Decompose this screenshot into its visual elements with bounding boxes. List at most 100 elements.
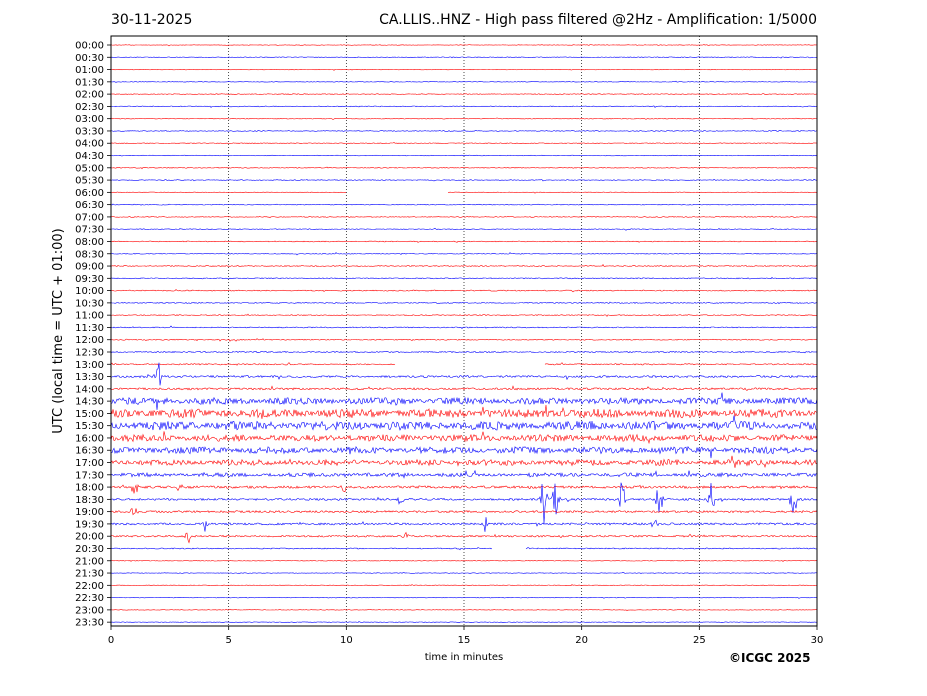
y-tick-label: 15:00 <box>75 409 104 420</box>
y-axis-label: UTC (local time = UTC + 01:00) <box>51 228 66 433</box>
trace-13-00 <box>110 362 818 366</box>
y-tick-label: 07:00 <box>75 212 104 223</box>
trace-00-30 <box>110 56 818 59</box>
trace-14-00 <box>110 385 818 391</box>
y-tick-label: 17:30 <box>75 470 104 481</box>
trace-07-30 <box>110 227 817 231</box>
x-tick-label: 30 <box>811 635 824 646</box>
trace-group <box>110 44 818 624</box>
y-tick-label: 01:30 <box>75 77 104 88</box>
y-tick-label: 11:30 <box>75 323 104 334</box>
trace-09-00 <box>110 264 818 267</box>
trace-10-30 <box>110 301 818 305</box>
y-tick-label: 05:00 <box>75 163 104 174</box>
trace-19-00 <box>110 507 818 516</box>
y-tick-label: 12:30 <box>75 348 104 359</box>
trace-06-30 <box>110 203 818 206</box>
y-tick-label: 21:00 <box>75 556 104 567</box>
x-tick-label: 25 <box>693 635 706 646</box>
x-tick-label: 20 <box>575 635 588 646</box>
y-tick-label: 18:00 <box>75 483 104 494</box>
trace-16-30 <box>110 446 818 459</box>
trace-13-30 <box>110 362 818 386</box>
trace-12-30 <box>110 350 818 354</box>
y-tick-label: 06:00 <box>75 188 104 199</box>
trace-03-00 <box>110 117 817 120</box>
y-tick-label: 01:00 <box>75 65 104 76</box>
trace-18-00 <box>110 484 818 494</box>
y-tick-label: 04:00 <box>75 139 104 150</box>
trace-20-00 <box>110 531 818 544</box>
y-tick-label: 16:30 <box>75 446 104 457</box>
y-tick-label: 03:00 <box>75 114 104 125</box>
y-tick-label: 14:00 <box>75 384 104 395</box>
trace-15-30 <box>110 415 818 431</box>
trace-02-30 <box>110 105 818 108</box>
y-tick-label: 21:30 <box>75 569 104 580</box>
y-tick-label: 19:30 <box>75 519 104 530</box>
trace-23-00 <box>110 608 818 612</box>
y-tick-label: 19:00 <box>75 507 104 518</box>
y-tick-label: 07:30 <box>75 225 104 236</box>
y-tick-label: 09:30 <box>75 274 104 285</box>
y-tick-label: 12:00 <box>75 335 104 346</box>
y-tick-label: 20:00 <box>75 532 104 543</box>
trace-15-00 <box>110 404 818 419</box>
y-tick-label: 17:00 <box>75 458 104 469</box>
trace-10-00 <box>110 289 818 293</box>
trace-04-30 <box>110 154 818 157</box>
y-tick-label: 06:30 <box>75 200 104 211</box>
y-tick-label: 00:30 <box>75 53 104 64</box>
trace-22-00 <box>110 584 818 586</box>
y-tick-label: 23:30 <box>75 618 104 629</box>
y-tick-label: 10:00 <box>75 286 104 297</box>
trace-21-30 <box>110 571 817 574</box>
trace-02-00 <box>110 93 818 96</box>
y-tick-label: 00:00 <box>75 41 104 52</box>
trace-05-00 <box>110 166 818 170</box>
trace-11-00 <box>110 313 818 317</box>
y-tick-label: 20:30 <box>75 544 104 555</box>
y-tick-label: 02:00 <box>75 90 104 101</box>
y-tick-label: 09:00 <box>75 262 104 273</box>
x-tick-label: 5 <box>225 635 231 646</box>
trace-19-30 <box>110 517 818 532</box>
trace-01-00 <box>110 68 818 71</box>
trace-07-00 <box>110 215 818 219</box>
trace-09-30 <box>110 276 818 280</box>
y-tick-label: 13:00 <box>75 360 104 371</box>
trace-17-00 <box>110 455 818 468</box>
y-tick-label: 23:00 <box>75 605 104 616</box>
date-label: 30-11-2025 <box>111 12 193 28</box>
trace-11-30 <box>110 325 818 329</box>
trace-06-00 <box>110 191 818 194</box>
x-tick-label: 10 <box>340 635 353 646</box>
trace-20-30 <box>110 547 818 551</box>
y-tick-label: 02:30 <box>75 102 104 113</box>
y-tick-label: 05:30 <box>75 176 104 187</box>
y-tick-label: 22:30 <box>75 593 104 604</box>
y-tick-label: 22:00 <box>75 581 104 592</box>
y-tick-label: 08:00 <box>75 237 104 248</box>
x-axis-label: time in minutes <box>425 652 504 663</box>
trace-18-30 <box>110 482 818 524</box>
chart-title: CA.LLIS..HNZ - High pass filtered @2Hz -… <box>379 12 817 28</box>
trace-14-30 <box>110 392 818 410</box>
trace-08-00 <box>111 240 818 243</box>
trace-05-30 <box>110 178 817 182</box>
x-tick-label: 0 <box>108 635 114 646</box>
trace-22-30 <box>110 596 818 599</box>
trace-23-30 <box>110 621 818 624</box>
trace-01-30 <box>110 80 818 83</box>
y-tick-label: 03:30 <box>75 126 104 137</box>
y-tick-label: 11:00 <box>75 311 104 322</box>
trace-00-00 <box>110 44 818 47</box>
y-tick-label: 13:30 <box>75 372 104 383</box>
trace-03-30 <box>110 130 818 132</box>
y-tick-label: 10:30 <box>75 298 104 309</box>
copyright-credit: ©ICGC 2025 <box>729 651 811 665</box>
y-tick-label: 16:00 <box>75 433 104 444</box>
trace-04-00 <box>110 142 818 144</box>
